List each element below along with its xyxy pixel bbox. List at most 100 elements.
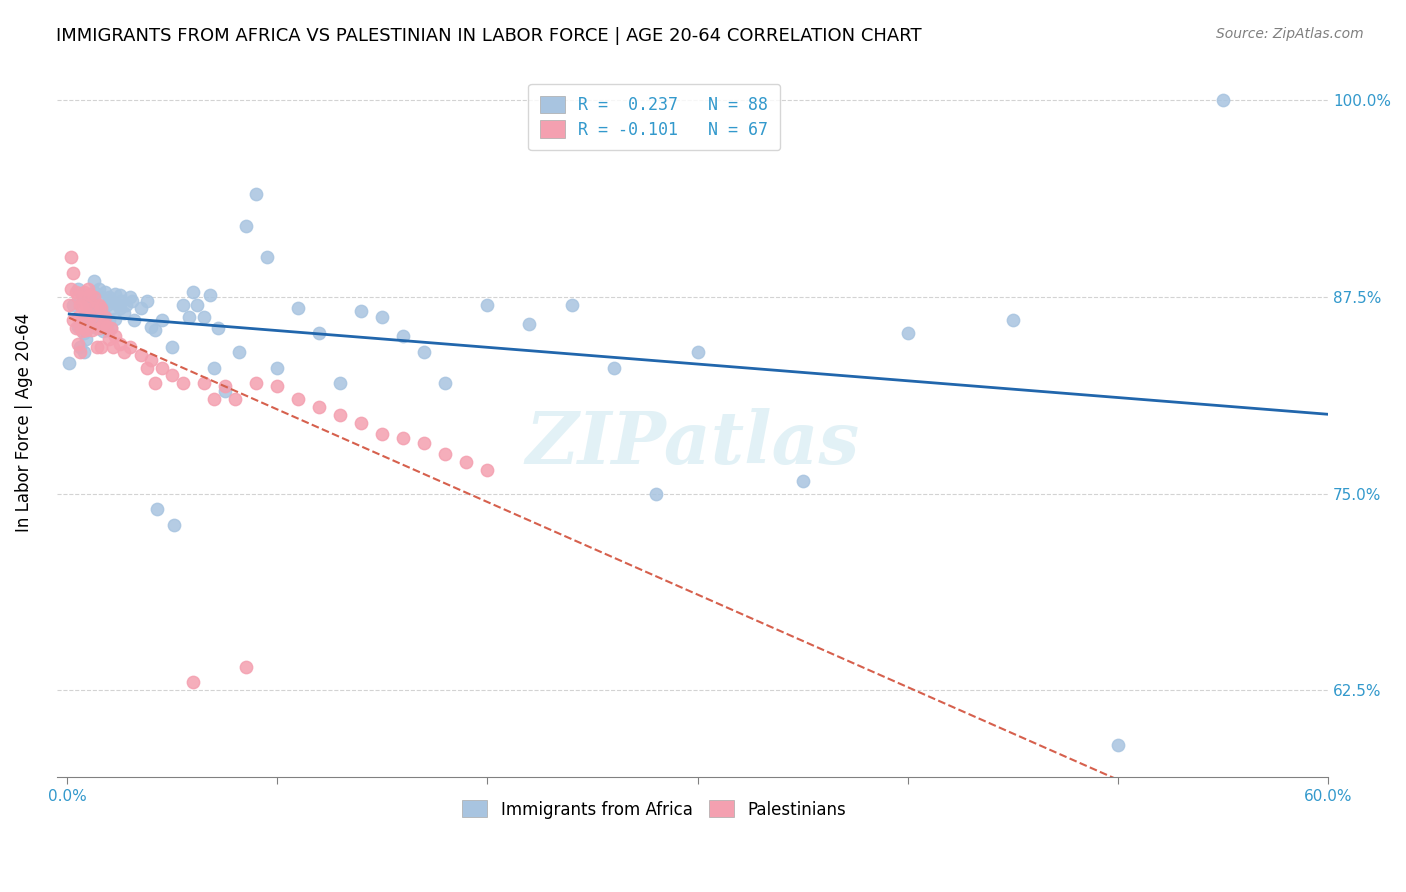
Point <box>86 321 108 335</box>
Point <box>120 340 142 354</box>
Point <box>202 360 225 375</box>
Legend: Immigrants from Africa, Palestinians: Immigrants from Africa, Palestinians <box>456 794 853 825</box>
Point <box>150 360 173 375</box>
Point <box>1001 313 1024 327</box>
Point <box>181 675 204 690</box>
Point <box>108 337 131 351</box>
Point <box>100 294 122 309</box>
Point <box>75 332 97 346</box>
Text: IMMIGRANTS FROM AFRICA VS PALESTINIAN IN LABOR FORCE | AGE 20-64 CORRELATION CHA: IMMIGRANTS FROM AFRICA VS PALESTINIAN IN… <box>56 27 922 45</box>
Point <box>91 325 114 339</box>
Point <box>82 323 104 337</box>
Point <box>79 288 101 302</box>
Point <box>83 290 105 304</box>
Point <box>141 352 163 367</box>
Point <box>104 329 127 343</box>
Point <box>104 286 127 301</box>
Point <box>108 301 131 315</box>
Point <box>60 282 83 296</box>
Point <box>69 319 91 334</box>
Point <box>77 307 100 321</box>
Point <box>108 288 131 302</box>
Point <box>141 319 163 334</box>
Point <box>145 376 167 391</box>
Point <box>172 376 194 391</box>
Point <box>329 408 352 422</box>
Point <box>124 313 146 327</box>
Point <box>83 310 105 325</box>
Point <box>897 326 920 340</box>
Point <box>115 298 138 312</box>
Point <box>66 290 89 304</box>
Point <box>413 436 436 450</box>
Point <box>519 317 541 331</box>
Point <box>70 313 93 327</box>
Point <box>202 392 225 406</box>
Point <box>350 416 373 430</box>
Point <box>136 294 159 309</box>
Point <box>104 311 127 326</box>
Point <box>172 298 194 312</box>
Point <box>87 298 110 312</box>
Point <box>1212 93 1234 107</box>
Point <box>62 266 84 280</box>
Point <box>83 313 105 327</box>
Point <box>62 298 84 312</box>
Point <box>644 486 666 500</box>
Point <box>371 426 394 441</box>
Point <box>90 290 112 304</box>
Point <box>111 294 134 309</box>
Point <box>77 321 100 335</box>
Point <box>65 321 87 335</box>
Point <box>98 313 121 327</box>
Point <box>245 376 267 391</box>
Point <box>73 285 96 299</box>
Y-axis label: In Labor Force | Age 20-64: In Labor Force | Age 20-64 <box>15 313 32 533</box>
Point <box>477 463 499 477</box>
Point <box>96 319 118 334</box>
Point <box>434 376 457 391</box>
Point <box>214 384 236 399</box>
Point <box>82 301 104 315</box>
Point <box>163 518 186 533</box>
Point <box>82 313 104 327</box>
Point <box>83 274 105 288</box>
Point <box>235 219 257 233</box>
Point <box>266 379 288 393</box>
Point <box>392 432 415 446</box>
Point <box>308 326 330 340</box>
Point <box>70 325 93 339</box>
Point <box>308 400 330 414</box>
Text: Source: ZipAtlas.com: Source: ZipAtlas.com <box>1216 27 1364 41</box>
Point <box>69 344 91 359</box>
Point <box>98 290 121 304</box>
Point <box>90 301 112 315</box>
Point <box>112 305 135 319</box>
Point <box>150 313 173 327</box>
Point <box>77 282 100 296</box>
Point <box>75 323 97 337</box>
Point <box>91 299 114 313</box>
Point <box>107 298 129 312</box>
Point <box>73 310 96 325</box>
Point <box>66 282 89 296</box>
Point <box>86 340 108 354</box>
Point <box>256 251 278 265</box>
Point <box>94 285 117 299</box>
Point <box>103 340 125 354</box>
Point <box>235 659 257 673</box>
Point <box>456 455 478 469</box>
Point <box>245 187 267 202</box>
Point <box>66 310 89 325</box>
Point <box>560 298 582 312</box>
Point <box>792 474 814 488</box>
Point <box>73 344 96 359</box>
Point <box>65 285 87 299</box>
Point <box>86 298 108 312</box>
Point <box>83 285 105 299</box>
Point <box>70 288 93 302</box>
Point <box>103 301 125 315</box>
Point <box>94 310 117 325</box>
Point <box>186 298 208 312</box>
Point <box>100 321 122 335</box>
